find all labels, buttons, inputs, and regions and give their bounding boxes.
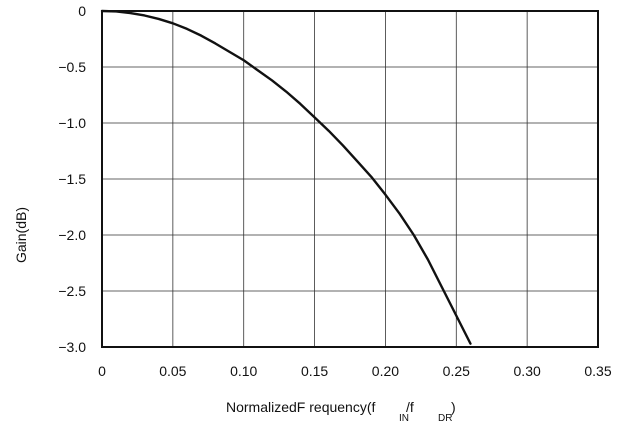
plot-frame: [101, 10, 599, 348]
y-axis-title: Gain(dB): [13, 207, 29, 263]
grid-lines: [101, 10, 599, 348]
x-axis-title: NormalizedF requency(f /f ) IN DR: [226, 399, 456, 422]
series-layer: [100, 9, 472, 345]
series-line-0: [100, 9, 472, 345]
x-tick-label-7: 0.35: [584, 363, 611, 379]
y-tick-label-3: −1.5: [58, 171, 86, 187]
y-tick-label-2: −1.0: [58, 115, 86, 131]
x-tick-labels: 0 0.05 0.10 0.15 0.20 0.25 0.30 0.35: [98, 363, 612, 379]
y-tick-label-0: 0: [78, 3, 86, 19]
x-tick-label-0: 0: [98, 363, 106, 379]
y-tick-label-5: −2.5: [58, 283, 86, 299]
y-tick-label-6: −3.0: [58, 339, 86, 355]
x-axis-subscript-in: IN: [399, 413, 409, 422]
x-tick-label-3: 0.15: [301, 363, 328, 379]
x-axis-subscript-dr: DR: [438, 413, 452, 422]
x-tick-label-2: 0.10: [230, 363, 257, 379]
y-tick-label-1: −0.5: [58, 59, 86, 75]
x-tick-label-1: 0.05: [159, 363, 186, 379]
y-tick-labels: 0 −0.5 −1.0 −1.5 −2.0 −2.5 −3.0: [58, 3, 86, 355]
x-axis-title-main: NormalizedF requency(f: [226, 399, 375, 415]
x-tick-label-6: 0.30: [514, 363, 541, 379]
x-axis-title-close: ): [451, 399, 456, 415]
x-tick-label-4: 0.20: [372, 363, 399, 379]
x-axis-title-slash: /f: [406, 399, 414, 415]
y-tick-label-4: −2.0: [58, 227, 86, 243]
x-tick-label-5: 0.25: [443, 363, 470, 379]
